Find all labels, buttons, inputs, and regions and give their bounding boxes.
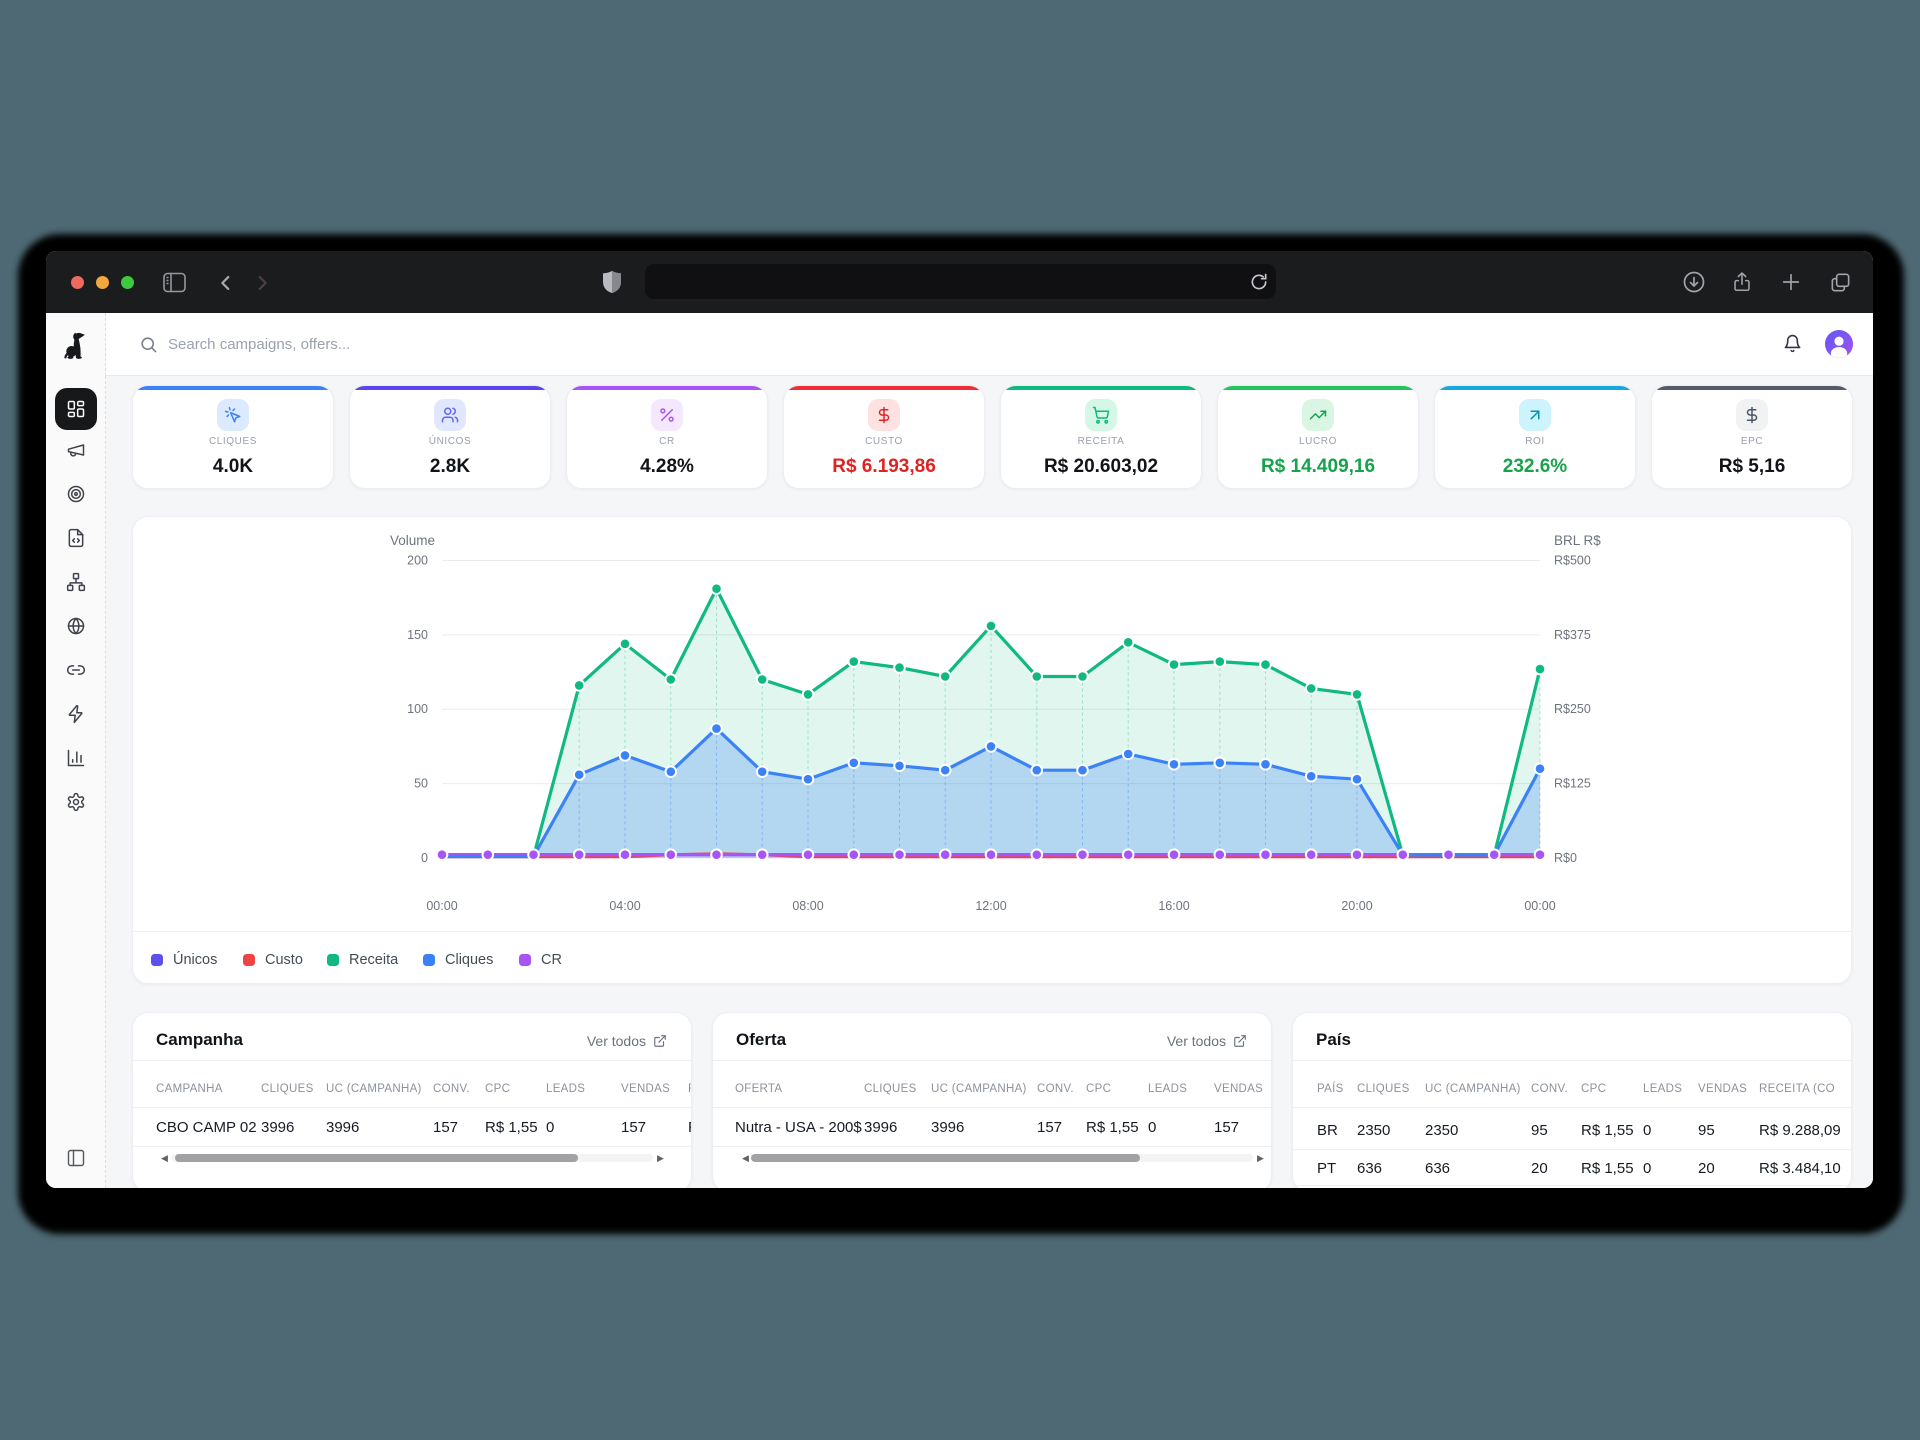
svg-text:16:00: 16:00 [1158, 899, 1189, 913]
svg-text:20:00: 20:00 [1341, 899, 1372, 913]
svg-text:04:00: 04:00 [609, 899, 640, 913]
svg-text:0: 0 [421, 851, 428, 865]
svg-text:00:00: 00:00 [426, 899, 457, 913]
svg-text:BRL R$: BRL R$ [1554, 533, 1601, 548]
svg-text:150: 150 [407, 628, 428, 642]
svg-text:100: 100 [407, 702, 428, 716]
svg-text:R$125: R$125 [1554, 777, 1591, 791]
svg-text:12:00: 12:00 [975, 899, 1006, 913]
svg-text:R$500: R$500 [1554, 554, 1591, 568]
svg-text:Volume: Volume [390, 533, 435, 548]
svg-text:50: 50 [414, 777, 428, 791]
svg-text:R$0: R$0 [1554, 851, 1577, 865]
svg-text:R$250: R$250 [1554, 702, 1591, 716]
svg-text:00:00: 00:00 [1524, 899, 1555, 913]
svg-text:R$375: R$375 [1554, 628, 1591, 642]
svg-text:200: 200 [407, 554, 428, 568]
svg-text:08:00: 08:00 [792, 899, 823, 913]
